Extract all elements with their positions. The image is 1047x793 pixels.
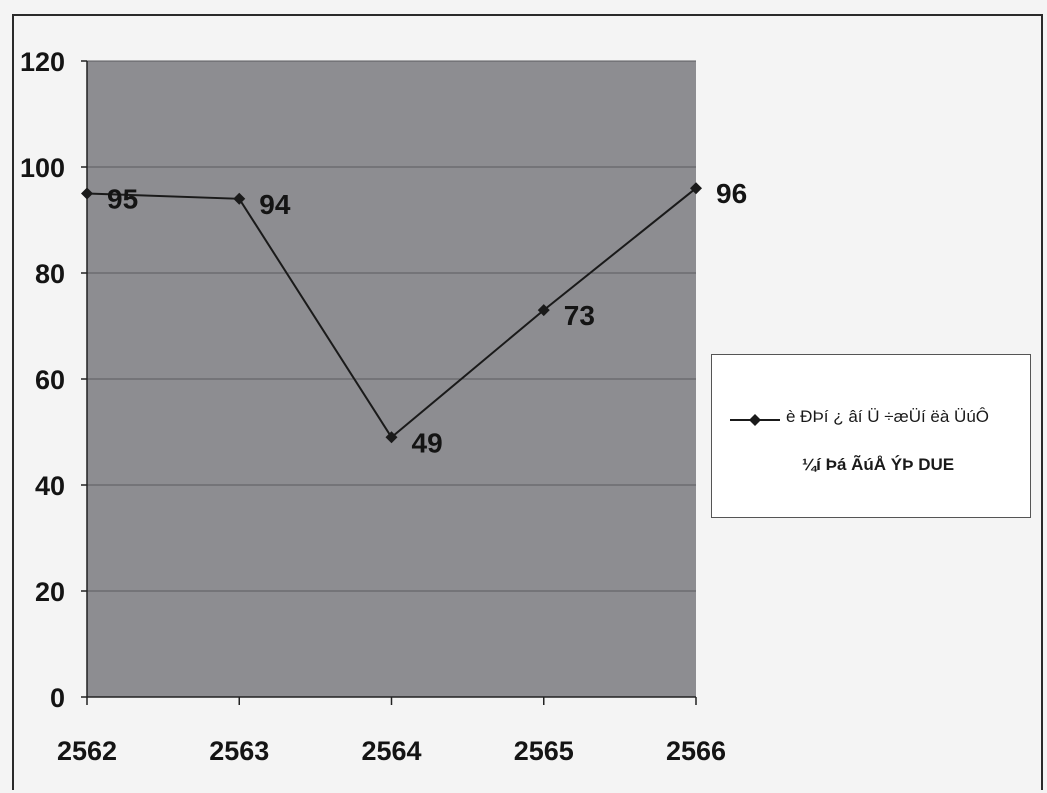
y-tick-label-100: 100 (20, 153, 65, 183)
data-point-2564 (385, 431, 398, 444)
y-tick-label-120: 120 (20, 47, 65, 77)
legend-label-line-1: è ÐÞí ¿ âí Ü ÷æÜí ëà ÜúÔ (786, 407, 990, 426)
x-tick-label-2563: 2563 (209, 736, 269, 766)
legend-label-line-2: ¼í Þá ÃúÅ ÝÞ DUE (802, 455, 955, 474)
data-label-2562: 95 (107, 184, 138, 215)
data-point-2562 (81, 187, 93, 200)
y-tick-label-80: 80 (35, 259, 65, 289)
data-label-2563: 94 (259, 189, 291, 220)
data-label-2564: 49 (412, 427, 443, 458)
data-point-2566 (690, 182, 702, 195)
legend-series-marker (730, 414, 780, 426)
legend: è ÐÞí ¿ âí Ü ÷æÜí ëà ÜúÔ ¼í Þá ÃúÅ ÝÞ DU… (711, 354, 1031, 518)
x-tick-label-2565: 2565 (514, 736, 574, 766)
y-tick-label-40: 40 (35, 471, 65, 501)
y-tick-label-20: 20 (35, 577, 65, 607)
y-tick-label-60: 60 (35, 365, 65, 395)
data-label-2565: 73 (564, 300, 595, 331)
data-label-2566: 96 (716, 178, 747, 209)
x-tick-label-2564: 2564 (361, 736, 421, 766)
y-tick-label-0: 0 (50, 683, 65, 713)
x-tick-label-2562: 2562 (57, 736, 117, 766)
data-point-2563 (233, 192, 246, 205)
x-tick-label-2566: 2566 (666, 736, 726, 766)
data-point-2565 (537, 304, 550, 317)
